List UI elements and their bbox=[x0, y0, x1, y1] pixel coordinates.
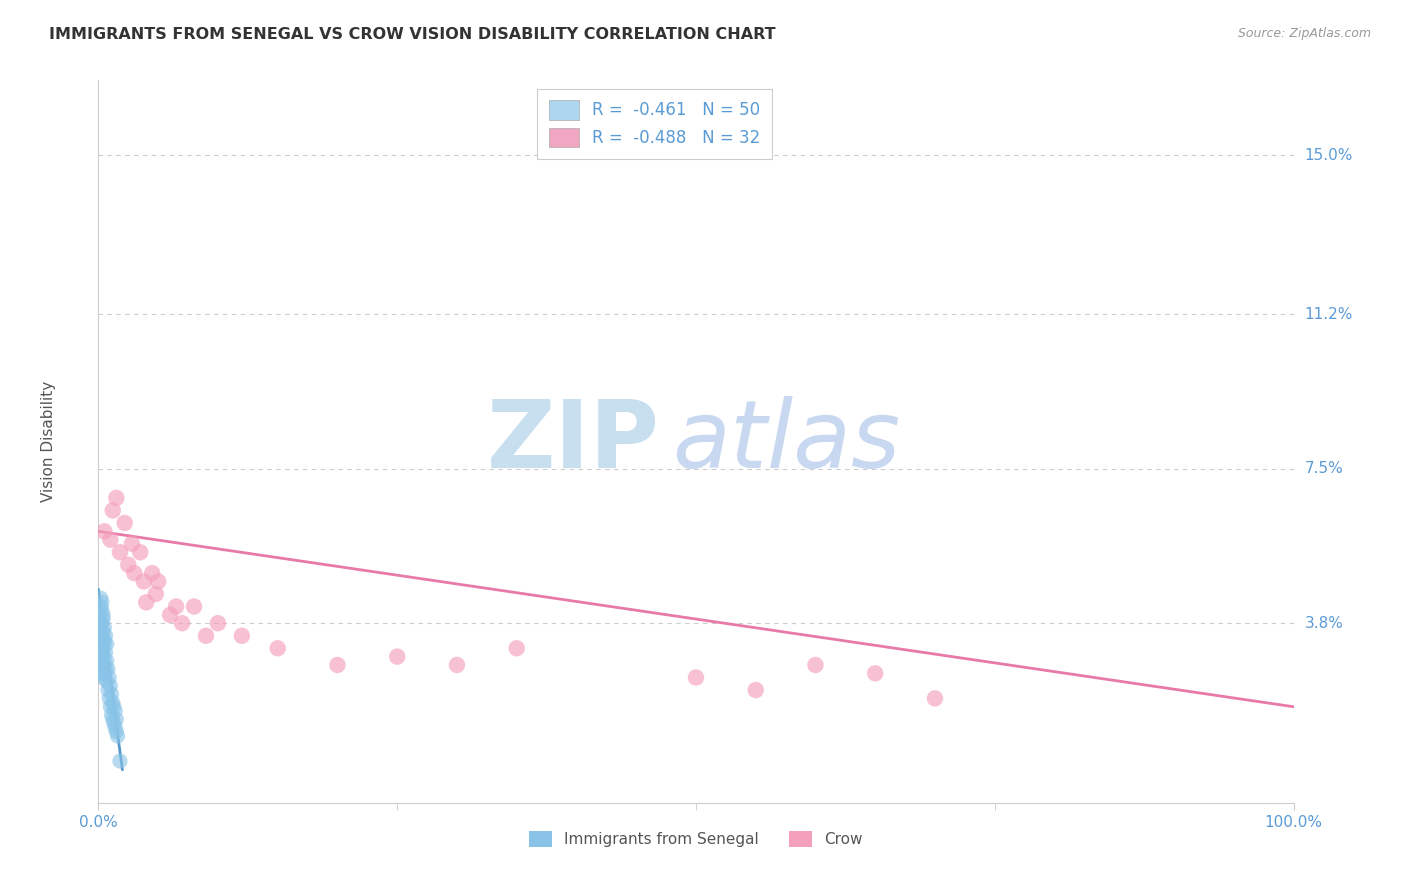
Point bbox=[117, 558, 139, 572]
Point bbox=[101, 696, 124, 710]
Point bbox=[91, 671, 114, 685]
Point bbox=[96, 637, 118, 651]
Point bbox=[103, 716, 125, 731]
Point bbox=[326, 657, 349, 672]
Point bbox=[105, 724, 128, 739]
Point bbox=[446, 657, 468, 672]
Point bbox=[91, 624, 114, 639]
Point bbox=[91, 624, 114, 639]
Point bbox=[183, 599, 205, 614]
Point bbox=[90, 616, 112, 631]
Point bbox=[267, 641, 290, 656]
Text: 15.0%: 15.0% bbox=[1305, 148, 1353, 163]
Point bbox=[97, 683, 120, 698]
Point bbox=[91, 595, 114, 609]
Point bbox=[107, 729, 129, 743]
Point bbox=[105, 491, 128, 505]
Point bbox=[96, 674, 118, 689]
Point bbox=[804, 657, 827, 672]
Point bbox=[165, 599, 187, 614]
Point bbox=[98, 679, 122, 693]
Point bbox=[124, 566, 146, 580]
Point bbox=[195, 629, 218, 643]
Point bbox=[91, 645, 114, 659]
Point bbox=[93, 637, 115, 651]
Point bbox=[91, 616, 114, 631]
Point bbox=[93, 620, 115, 634]
Point bbox=[91, 612, 114, 626]
Legend: Immigrants from Senegal, Crow: Immigrants from Senegal, Crow bbox=[523, 825, 869, 853]
Point bbox=[101, 503, 124, 517]
Point bbox=[90, 657, 112, 672]
Point bbox=[104, 704, 127, 718]
Point bbox=[97, 662, 120, 676]
Point bbox=[90, 641, 112, 656]
Point bbox=[132, 574, 155, 589]
Point bbox=[94, 662, 117, 676]
Point bbox=[385, 649, 409, 664]
Text: 3.8%: 3.8% bbox=[1305, 615, 1344, 631]
Point bbox=[91, 649, 114, 664]
Point bbox=[91, 607, 114, 622]
Point bbox=[90, 599, 112, 614]
Point bbox=[91, 632, 114, 647]
Point bbox=[924, 691, 946, 706]
Point bbox=[98, 699, 122, 714]
Point bbox=[148, 574, 170, 589]
Point bbox=[89, 629, 111, 643]
Point bbox=[91, 637, 114, 651]
Point bbox=[104, 721, 127, 735]
Point bbox=[865, 666, 887, 681]
Point bbox=[91, 666, 114, 681]
Text: Source: ZipAtlas.com: Source: ZipAtlas.com bbox=[1237, 27, 1371, 40]
Point bbox=[105, 712, 128, 726]
Point bbox=[93, 524, 115, 539]
Point bbox=[506, 641, 529, 656]
Point bbox=[129, 545, 152, 559]
Point bbox=[98, 533, 122, 547]
Text: IMMIGRANTS FROM SENEGAL VS CROW VISION DISABILITY CORRELATION CHART: IMMIGRANTS FROM SENEGAL VS CROW VISION D… bbox=[49, 27, 776, 42]
Point bbox=[94, 645, 117, 659]
Point bbox=[141, 566, 163, 580]
Text: 7.5%: 7.5% bbox=[1305, 461, 1343, 476]
Point bbox=[745, 683, 768, 698]
Point bbox=[685, 671, 707, 685]
Point bbox=[91, 657, 114, 672]
Point bbox=[90, 591, 112, 606]
Point bbox=[135, 595, 157, 609]
Point bbox=[98, 671, 121, 685]
Point bbox=[96, 654, 118, 668]
Point bbox=[114, 516, 136, 530]
Point bbox=[98, 691, 121, 706]
Text: Vision Disability: Vision Disability bbox=[41, 381, 56, 502]
Text: atlas: atlas bbox=[672, 396, 900, 487]
Point bbox=[121, 537, 143, 551]
Point bbox=[89, 607, 111, 622]
Point bbox=[100, 687, 122, 701]
Point bbox=[108, 754, 131, 768]
Point bbox=[101, 712, 124, 726]
Point bbox=[94, 629, 117, 643]
Point bbox=[93, 654, 115, 668]
Point bbox=[103, 699, 125, 714]
Point bbox=[108, 545, 131, 559]
Point bbox=[145, 587, 167, 601]
Point bbox=[207, 616, 229, 631]
Point bbox=[100, 708, 122, 723]
Point bbox=[93, 632, 115, 647]
Point bbox=[172, 616, 194, 631]
Point bbox=[93, 666, 115, 681]
Point bbox=[91, 604, 114, 618]
Text: 11.2%: 11.2% bbox=[1305, 307, 1353, 322]
Point bbox=[159, 607, 181, 622]
Text: ZIP: ZIP bbox=[488, 395, 661, 488]
Point bbox=[231, 629, 253, 643]
